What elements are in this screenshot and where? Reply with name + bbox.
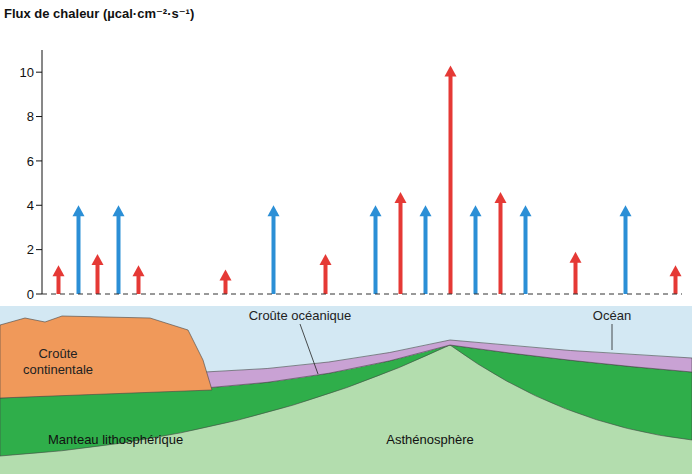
svg-text:6: 6 [27,154,34,169]
svg-text:8: 8 [27,109,34,124]
svg-text:continentale: continentale [23,362,93,377]
html-text:Flux de chaleur (µcal·cm⁻²·s⁻¹: Flux de chaleur (µcal·cm⁻²·s⁻¹) [4,6,195,21]
svg-text:4: 4 [27,198,34,213]
svg-text:0: 0 [27,287,34,302]
svg-text:Croûte: Croûte [38,346,77,361]
svg-text:Manteau lithosphérique: Manteau lithosphérique [48,432,183,447]
svg-text:2: 2 [27,242,34,257]
svg-text:Asthénosphère: Asthénosphère [386,432,473,447]
svg-text:Océan: Océan [593,308,631,323]
svg-text:Croûte océanique: Croûte océanique [249,308,352,323]
svg-text:10: 10 [20,65,34,80]
